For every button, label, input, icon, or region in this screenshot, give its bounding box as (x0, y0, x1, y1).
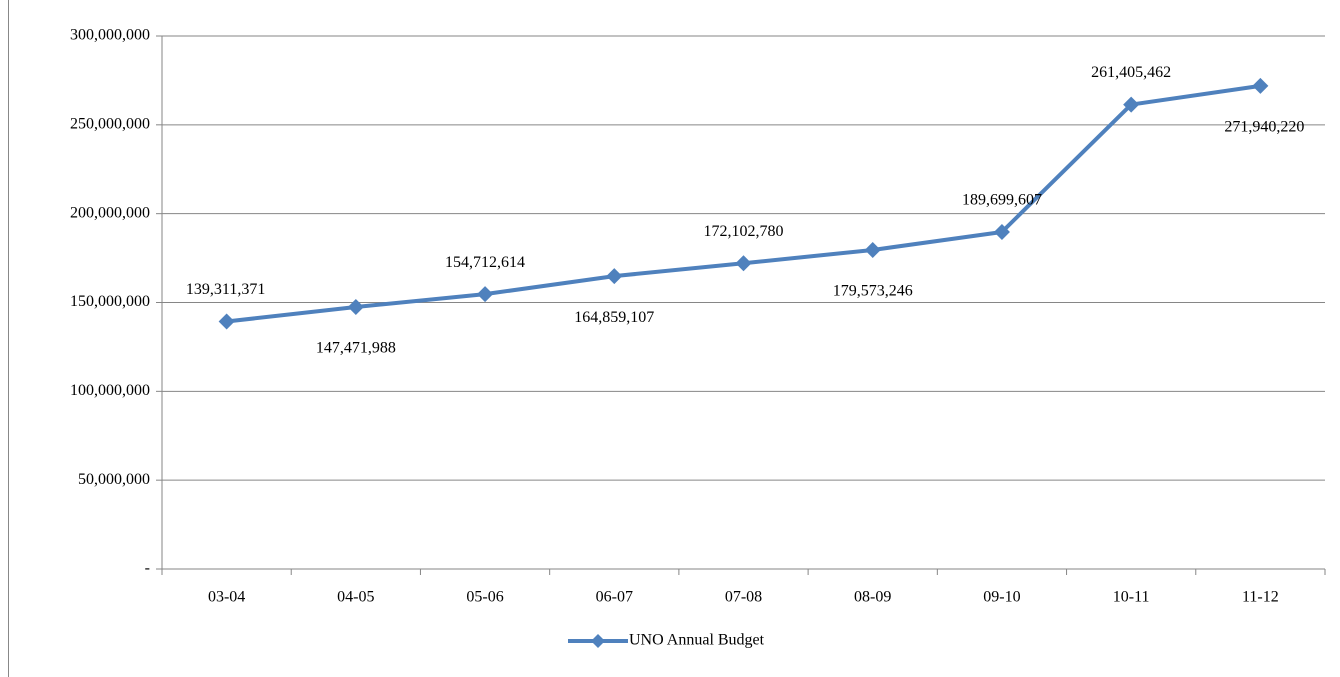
x-tick-label: 07-08 (725, 589, 762, 606)
x-tick-label: 10-11 (1113, 589, 1150, 606)
point-marker (735, 255, 752, 272)
x-tick-label: 08-09 (854, 589, 891, 606)
x-tick-label: 06-07 (596, 589, 633, 606)
x-tick-label: 04-05 (337, 589, 374, 606)
point-marker (864, 241, 881, 258)
legend-label: UNO Annual Budget (629, 632, 765, 649)
y-tick-label: 50,000,000 (78, 471, 150, 488)
point-marker (1252, 77, 1269, 94)
legend-marker (591, 634, 605, 648)
x-tick-label: 05-06 (466, 589, 503, 606)
point-marker (993, 223, 1010, 240)
y-tick-label: 300,000,000 (70, 27, 150, 44)
x-tick-label: 09-10 (983, 589, 1020, 606)
data-label: 172,102,780 (704, 223, 784, 240)
point-marker (1123, 96, 1140, 113)
y-tick-label: 250,000,000 (70, 116, 150, 133)
point-marker (606, 268, 623, 285)
y-tick-label: 200,000,000 (70, 204, 150, 221)
x-tick-label: 11-12 (1242, 589, 1279, 606)
data-label: 147,471,988 (316, 340, 396, 357)
chart-frame (8, 0, 1340, 677)
y-tick-label: 100,000,000 (70, 382, 150, 399)
data-label: 271,940,220 (1224, 119, 1304, 136)
data-label: 164,859,107 (574, 309, 654, 326)
data-label: 189,699,607 (962, 192, 1042, 209)
y-tick-label: - (145, 560, 150, 577)
data-label: 261,405,462 (1091, 64, 1171, 81)
point-marker (477, 286, 494, 303)
x-tick-label: 03-04 (208, 589, 245, 606)
y-tick-label: 150,000,000 (70, 293, 150, 310)
data-label: 139,311,371 (186, 281, 265, 298)
data-label: 154,712,614 (445, 254, 525, 271)
point-marker (218, 313, 235, 330)
data-label: 179,573,246 (833, 283, 913, 300)
point-marker (347, 298, 364, 315)
